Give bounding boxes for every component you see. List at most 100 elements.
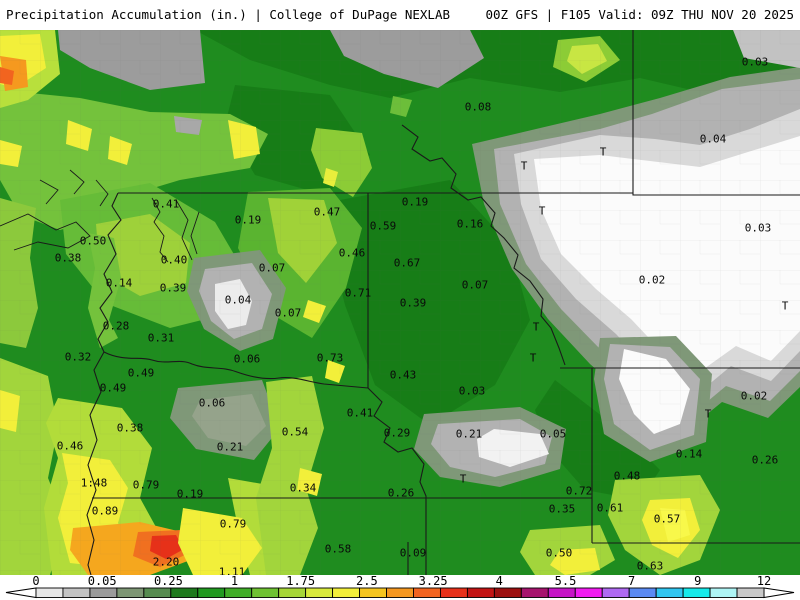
colorbar-tick-label: 0 — [32, 575, 39, 588]
precip-value-label: T — [459, 472, 467, 486]
precip-value-label: 0.38 — [116, 421, 144, 435]
precip-value-label: 0.39 — [399, 296, 427, 310]
precip-value-label: 0.39 — [159, 281, 187, 295]
precip-value-label: 0.63 — [636, 559, 664, 573]
precip-value-label: 0.06 — [198, 396, 226, 410]
colorbar-tick-label: 0.25 — [154, 575, 183, 588]
precip-value-label: 0.07 — [461, 278, 489, 292]
precip-value-label: T — [781, 299, 789, 313]
precip-value-label: 0.49 — [127, 366, 155, 380]
colorbar-segment — [736, 587, 765, 598]
precip-shading — [0, 30, 800, 575]
precip-value-label: 0.19 — [176, 487, 204, 501]
precip-value-labels: 0.41 0.19 0.50 0.38 0.40 0.14 0.39 0.07 0.04 0.28… — [0, 30, 800, 579]
precip-value-label: 0.21 — [216, 440, 244, 454]
colorbar-segment — [35, 587, 64, 598]
colorbar-segment — [143, 587, 172, 598]
precip-value-label: 0.03 — [741, 55, 769, 69]
colorbar-segment — [62, 587, 91, 598]
precip-value-label: 0.05 — [539, 427, 567, 441]
colorbar-segment — [332, 587, 360, 598]
precip-value-label: T — [704, 407, 712, 421]
precipitation-map: 0.41 0.19 0.50 0.38 0.40 0.14 0.39 0.07 0.04 0.28… — [0, 30, 800, 579]
colorbar-tick-label: 5.5 — [555, 575, 577, 588]
colorbar-segment — [493, 587, 522, 598]
colorbar-segment — [224, 587, 253, 598]
precip-value-label: 0.03 — [744, 221, 772, 235]
precip-value-label: 2.20 — [152, 555, 180, 569]
precip-value-label: 0.16 — [456, 217, 484, 231]
precip-value-label: 0.40 — [160, 253, 188, 267]
precip-value-label: 0.47 — [313, 205, 341, 219]
precip-value-label: T — [538, 204, 546, 218]
map-title: Precipitation Accumulation (in.) | Colle… — [6, 7, 451, 22]
precip-value-label: 0.09 — [399, 546, 427, 560]
precip-value-label: 0.46 — [56, 439, 84, 453]
precip-value-label: 0.49 — [99, 381, 127, 395]
precip-value-label: 0.89 — [91, 504, 119, 518]
colorbar-tick-label: 9 — [694, 575, 701, 588]
colorbar-segment — [386, 587, 414, 598]
precip-value-label: 0.31 — [147, 331, 175, 345]
colorbar-segment — [116, 587, 145, 598]
precip-value-label: 0.71 — [344, 286, 372, 300]
precip-value-label: 0.02 — [638, 273, 666, 287]
colorbar-segment — [709, 587, 738, 598]
colorbar-segment — [655, 587, 684, 598]
precip-value-label: 0.50 — [545, 546, 573, 560]
colorbar-tick-label: 7 — [628, 575, 635, 588]
colorbar-tick-label: 2.5 — [356, 575, 378, 588]
colorbar-tick-label: 12 — [757, 575, 771, 588]
colorbar-segment — [413, 587, 441, 598]
precip-value-label: 0.28 — [102, 319, 130, 333]
precip-value-label: T — [529, 351, 537, 365]
precip-value-label: 0.73 — [316, 351, 344, 365]
precip-value-label: 0.07 — [274, 306, 302, 320]
precip-value-label: 0.58 — [324, 542, 352, 556]
precip-value-label: 0.54 — [281, 425, 309, 439]
colorbar-segment — [439, 587, 468, 598]
precip-value-label: 0.59 — [369, 219, 397, 233]
colorbar-tick-label: 4 — [496, 575, 503, 588]
precip-value-label: 0.34 — [289, 481, 317, 495]
colorbar: 0 0.05 0.25 1 1.75 2.5 3.25 4 5.5 7 9 12 — [0, 574, 800, 600]
colorbar-segment — [628, 587, 657, 598]
title-bar: Precipitation Accumulation (in.) | Colle… — [0, 0, 800, 30]
precip-value-label: 0.26 — [387, 486, 415, 500]
precip-value-label: 0.29 — [383, 426, 411, 440]
colorbar-segment — [682, 587, 711, 598]
precip-value-label: T — [520, 159, 528, 173]
precip-value-label: 0.35 — [548, 502, 576, 516]
colorbar-tick-label: 1 — [231, 575, 238, 588]
precip-value-label: 0.14 — [105, 276, 133, 290]
precip-value-label: 0.06 — [233, 352, 261, 366]
colorbar-segment — [89, 587, 118, 598]
precip-value-label: 0.41 — [346, 406, 374, 420]
precip-value-label: 0.43 — [389, 368, 417, 382]
model-valid-time: 00Z GFS | F105 Valid: 09Z THU NOV 20 202… — [485, 7, 794, 22]
colorbar-segment — [574, 587, 603, 598]
precip-value-label: 0.07 — [258, 261, 286, 275]
precip-value-label: 0.46 — [338, 246, 366, 260]
precip-value-label: 1:48 — [80, 476, 108, 490]
precip-value-label: 0.04 — [224, 293, 252, 307]
precip-value-label: 0.21 — [455, 427, 483, 441]
precip-value-label: 0.04 — [699, 132, 727, 146]
colorbar-tick-label: 0.05 — [88, 575, 117, 588]
precip-value-label: 0.41 — [152, 197, 180, 211]
precip-value-label: 0.03 — [458, 384, 486, 398]
colorbar-scale: 0 0.05 0.25 1 1.75 2.5 3.25 4 5.5 7 9 12 — [5, 574, 795, 599]
state-borders — [0, 30, 800, 575]
colorbar-segment — [601, 587, 630, 598]
precip-value-label: 0.50 — [79, 234, 107, 248]
precip-value-label: 0.08 — [464, 100, 492, 114]
precip-value-label: 0.79 — [219, 517, 247, 531]
colorbar-segment — [547, 587, 576, 598]
colorbar-tick-label: 3.25 — [419, 575, 448, 588]
colorbar-right-arrow — [763, 587, 795, 599]
precip-value-label: 0.48 — [613, 469, 641, 483]
precip-value-label: 0.14 — [675, 447, 703, 461]
precip-value-label: 0.02 — [740, 389, 768, 403]
colorbar-segment — [466, 587, 495, 598]
